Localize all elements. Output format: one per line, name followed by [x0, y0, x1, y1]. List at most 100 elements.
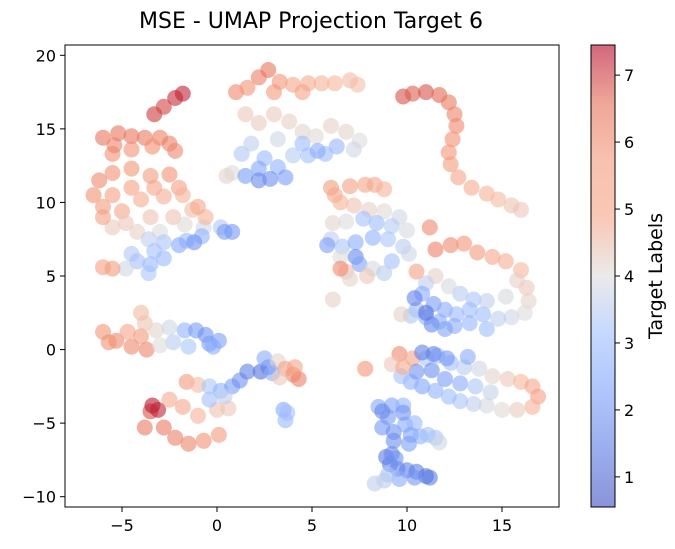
scatter-point: [233, 145, 250, 162]
scatter-point: [138, 341, 155, 358]
scatter-point: [338, 123, 355, 140]
x-tick-label: 10: [397, 516, 417, 535]
scatter-point: [345, 141, 362, 158]
scatter-point: [406, 290, 423, 307]
scatter-point: [195, 432, 212, 449]
scatter-point: [414, 344, 431, 361]
scatter-point: [180, 435, 197, 452]
x-tick-label: 15: [492, 516, 512, 535]
scatter-point: [442, 156, 459, 173]
scatter-point: [437, 321, 453, 337]
scatter-point: [309, 142, 326, 159]
colorbar: [591, 45, 615, 507]
scatter-point: [294, 123, 311, 140]
y-tick-label: 0: [46, 341, 56, 360]
scatter-point: [400, 435, 417, 452]
scatter-point: [319, 237, 336, 254]
scatter-point: [400, 245, 417, 262]
scatter-point: [161, 391, 178, 408]
scatter-point: [418, 84, 434, 101]
scatter-point: [150, 401, 167, 418]
scatter-point: [440, 278, 457, 295]
scatter-point: [186, 234, 203, 251]
scatter-point: [161, 319, 178, 336]
y-axis: −10 −5 0 5 10 15 20: [22, 46, 65, 507]
scatter-point: [136, 315, 153, 332]
scatter-point: [444, 131, 461, 148]
scatter-point: [332, 194, 349, 211]
scatter-point: [478, 321, 495, 337]
colorbar-tick-label: 7: [624, 66, 634, 85]
scatter-point: [347, 234, 364, 251]
scatter-point: [190, 407, 206, 424]
scatter-point: [463, 179, 480, 196]
scatter-point: [442, 237, 459, 254]
scatter-point: [104, 187, 121, 204]
scatter-point: [490, 310, 507, 327]
scatter-point: [438, 350, 455, 367]
scatter-point: [123, 179, 140, 196]
scatter-point: [155, 98, 172, 115]
scatter-point: [406, 469, 423, 486]
scatter-point: [171, 237, 187, 254]
plot-frame: [64, 44, 560, 508]
scatter-point: [478, 293, 495, 309]
scatter-point: [129, 253, 146, 270]
scatter-point: [427, 382, 444, 399]
scatter-point: [142, 209, 159, 226]
x-tick-label: −5: [110, 516, 134, 535]
scatter-point: [395, 359, 412, 376]
scatter-point: [123, 128, 140, 145]
scatter-point: [349, 76, 366, 93]
scatter-point: [494, 401, 510, 418]
y-tick-label: −5: [32, 414, 56, 433]
scatter-point: [448, 117, 465, 134]
scatter-point: [155, 188, 172, 205]
scatter-point: [266, 106, 282, 123]
scatter-point: [250, 172, 267, 189]
scatter-point: [161, 166, 178, 183]
scatter-point: [471, 360, 488, 377]
y-tick-label: 15: [36, 120, 56, 139]
scatter-point: [104, 260, 121, 277]
scatter-point: [513, 201, 529, 218]
scatter-point: [239, 79, 256, 96]
colorbar-axis: 1 2 3 4 5 6 7: [615, 66, 634, 487]
scatter-point: [271, 369, 288, 386]
scatter-point: [174, 85, 191, 102]
scatter-point: [155, 419, 172, 436]
scatter-point: [437, 371, 453, 387]
chart-title: MSE - UMAP Projection Target 6: [139, 9, 483, 34]
scatter-point: [364, 229, 381, 246]
scatter-point: [376, 203, 393, 220]
scatter-point: [129, 223, 146, 240]
scatter-point: [266, 84, 282, 101]
scatter-point: [467, 378, 484, 395]
scatter-point: [475, 306, 491, 323]
scatter-point: [144, 138, 161, 155]
scatter-point: [152, 337, 168, 354]
colorbar-tick-label: 2: [624, 401, 634, 420]
scatter-point: [328, 138, 345, 155]
scatter-point: [218, 167, 235, 184]
scatter-point: [509, 401, 526, 418]
scatter-point: [243, 135, 260, 152]
scatter-point: [237, 167, 254, 184]
scatter-point: [117, 260, 134, 277]
colorbar-tick-label: 3: [624, 334, 634, 353]
scatter-point: [216, 388, 233, 405]
scatter-point: [332, 248, 349, 265]
scatter-point: [176, 216, 193, 233]
scatter-point: [380, 231, 396, 248]
x-tick-label: 5: [307, 516, 317, 535]
scatter-point: [461, 315, 478, 332]
scatter-point: [117, 215, 134, 231]
scatter-point: [95, 209, 111, 226]
scatter-point: [469, 244, 486, 261]
scatter-point: [174, 398, 191, 415]
scatter-point: [133, 328, 149, 345]
y-tick-label: 10: [36, 193, 56, 212]
scatter-point: [383, 218, 400, 234]
y-tick-label: 20: [36, 46, 56, 65]
scatter-point: [260, 62, 277, 78]
